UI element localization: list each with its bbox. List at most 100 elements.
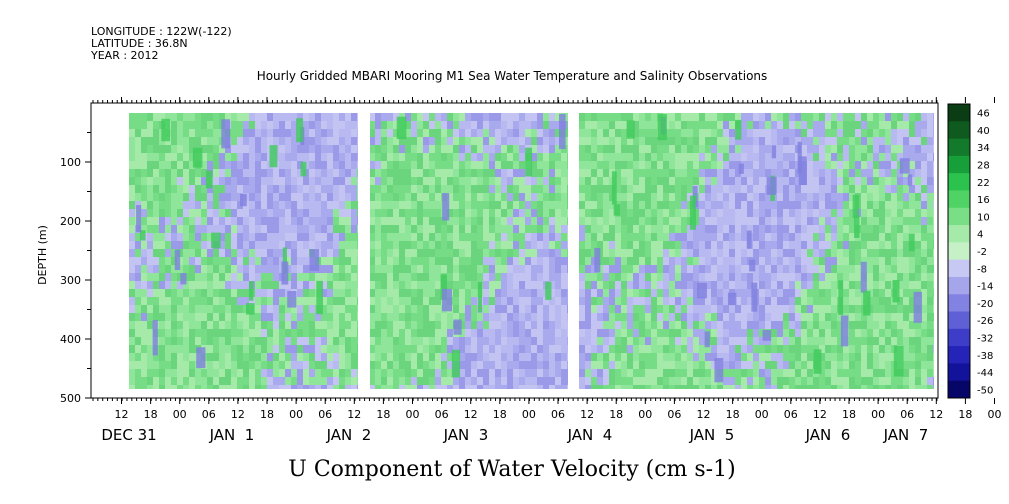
heatmap-cell: [405, 113, 413, 123]
heatmap-cell: [459, 137, 465, 145]
heatmap-cell: [183, 217, 192, 226]
heatmap-cell: [798, 156, 807, 186]
heatmap-cell: [699, 337, 706, 350]
heatmap-cell: [423, 185, 430, 200]
heatmap-cell: [669, 177, 675, 188]
heatmap-cell: [657, 225, 664, 233]
heatmap-cell: [411, 113, 417, 127]
heatmap-cell: [795, 201, 803, 209]
heatmap-cell: [159, 281, 165, 293]
longitude-label: LONGITUDE : 122W(-122): [91, 25, 232, 38]
heatmap-cell: [477, 337, 488, 345]
heatmap-cell: [729, 281, 736, 296]
heatmap-cell: [135, 265, 143, 276]
heatmap-cell: [141, 201, 149, 209]
heatmap-cell: [753, 313, 761, 325]
heatmap-cell: [375, 121, 386, 133]
heatmap-cell: [687, 233, 697, 245]
heatmap-cell: [237, 361, 246, 373]
heatmap-cell: [525, 361, 531, 375]
heatmap-cell: [483, 313, 491, 323]
heatmap-cell: [741, 161, 748, 172]
heatmap-cell: [909, 313, 915, 323]
heatmap-cell: [381, 377, 387, 386]
heatmap-cell: [489, 121, 498, 134]
heatmap-cell: [465, 137, 476, 151]
heatmap-cell: [339, 193, 347, 207]
heatmap-cell: [189, 249, 199, 261]
heatmap-cell: [183, 241, 193, 256]
heatmap-cell: [597, 161, 605, 169]
heatmap-cell: [921, 257, 929, 269]
heatmap-cell: [459, 217, 465, 230]
heatmap-cell: [525, 241, 532, 249]
heatmap-cell: [627, 361, 634, 374]
heatmap-cell: [831, 297, 840, 305]
heatmap-cell: [327, 329, 334, 342]
heatmap-cell: [471, 137, 480, 150]
heatmap-cell: [681, 217, 692, 229]
heatmap-cell: [831, 313, 837, 325]
heatmap-cell: [669, 265, 675, 273]
heatmap-cell: [141, 241, 150, 249]
heatmap-cell: [807, 369, 816, 382]
heatmap-cell: [429, 153, 438, 163]
heatmap-cell: [849, 129, 859, 137]
heatmap-cell: [183, 369, 193, 379]
heatmap-cell: [705, 113, 716, 128]
heatmap-cell: [687, 225, 696, 239]
heatmap-cell: [849, 161, 858, 174]
heatmap-cell: [339, 353, 346, 363]
heatmap-cell: [729, 129, 740, 143]
heatmap-cell: [273, 361, 281, 372]
heatmap-cell: [927, 153, 934, 165]
heatmap-cell: [387, 337, 395, 352]
heatmap-cell: [471, 113, 478, 125]
heatmap-cell: [771, 209, 782, 218]
heatmap-cell: [441, 217, 450, 225]
heatmap-cell: [201, 193, 212, 204]
heatmap-cell: [333, 201, 344, 214]
heatmap-cell: [375, 353, 386, 368]
heatmap-cell: [879, 329, 886, 337]
heatmap-cell: [777, 209, 787, 224]
heatmap-cell: [269, 145, 278, 168]
heatmap-cell: [327, 137, 335, 145]
heatmap-cell: [207, 329, 218, 341]
heatmap-cell: [435, 153, 442, 163]
heatmap-cell: [249, 233, 260, 241]
heatmap-cell: [555, 377, 566, 388]
heatmap-cell: [735, 329, 745, 343]
heatmap-cell: [849, 297, 858, 308]
heatmap-cell: [447, 185, 454, 198]
heatmap-cell: [873, 337, 882, 348]
heatmap-cell: [237, 369, 243, 380]
heatmap-cell: [195, 281, 201, 289]
heatmap-cell: [699, 217, 705, 227]
heatmap-cell: [393, 281, 400, 292]
heatmap-cell: [345, 345, 354, 356]
heatmap-cell: [915, 201, 923, 210]
heatmap-cell: [177, 177, 183, 191]
heatmap-cell: [807, 113, 816, 124]
heatmap-cell: [861, 385, 872, 389]
heatmap-cell: [933, 193, 934, 203]
heatmap-cell: [897, 129, 904, 144]
heatmap-cell: [585, 337, 594, 352]
heatmap-cell: [387, 385, 396, 389]
heatmap-cell: [879, 145, 886, 158]
heatmap-cell: [765, 209, 772, 221]
heatmap-cell: [501, 257, 509, 268]
heatmap-cell: [249, 321, 256, 332]
heatmap-cell: [219, 113, 228, 124]
heatmap-cell: [567, 289, 568, 302]
heatmap-cell: [507, 161, 518, 176]
heatmap-cell: [693, 273, 701, 286]
heatmap-cell: [507, 185, 515, 195]
heatmap-cell: [435, 217, 444, 231]
heatmap-cell: [531, 113, 539, 126]
heatmap-cell: [729, 273, 737, 287]
heatmap-cell: [633, 377, 641, 389]
heatmap-cell: [873, 345, 883, 357]
heatmap-cell: [771, 225, 777, 236]
